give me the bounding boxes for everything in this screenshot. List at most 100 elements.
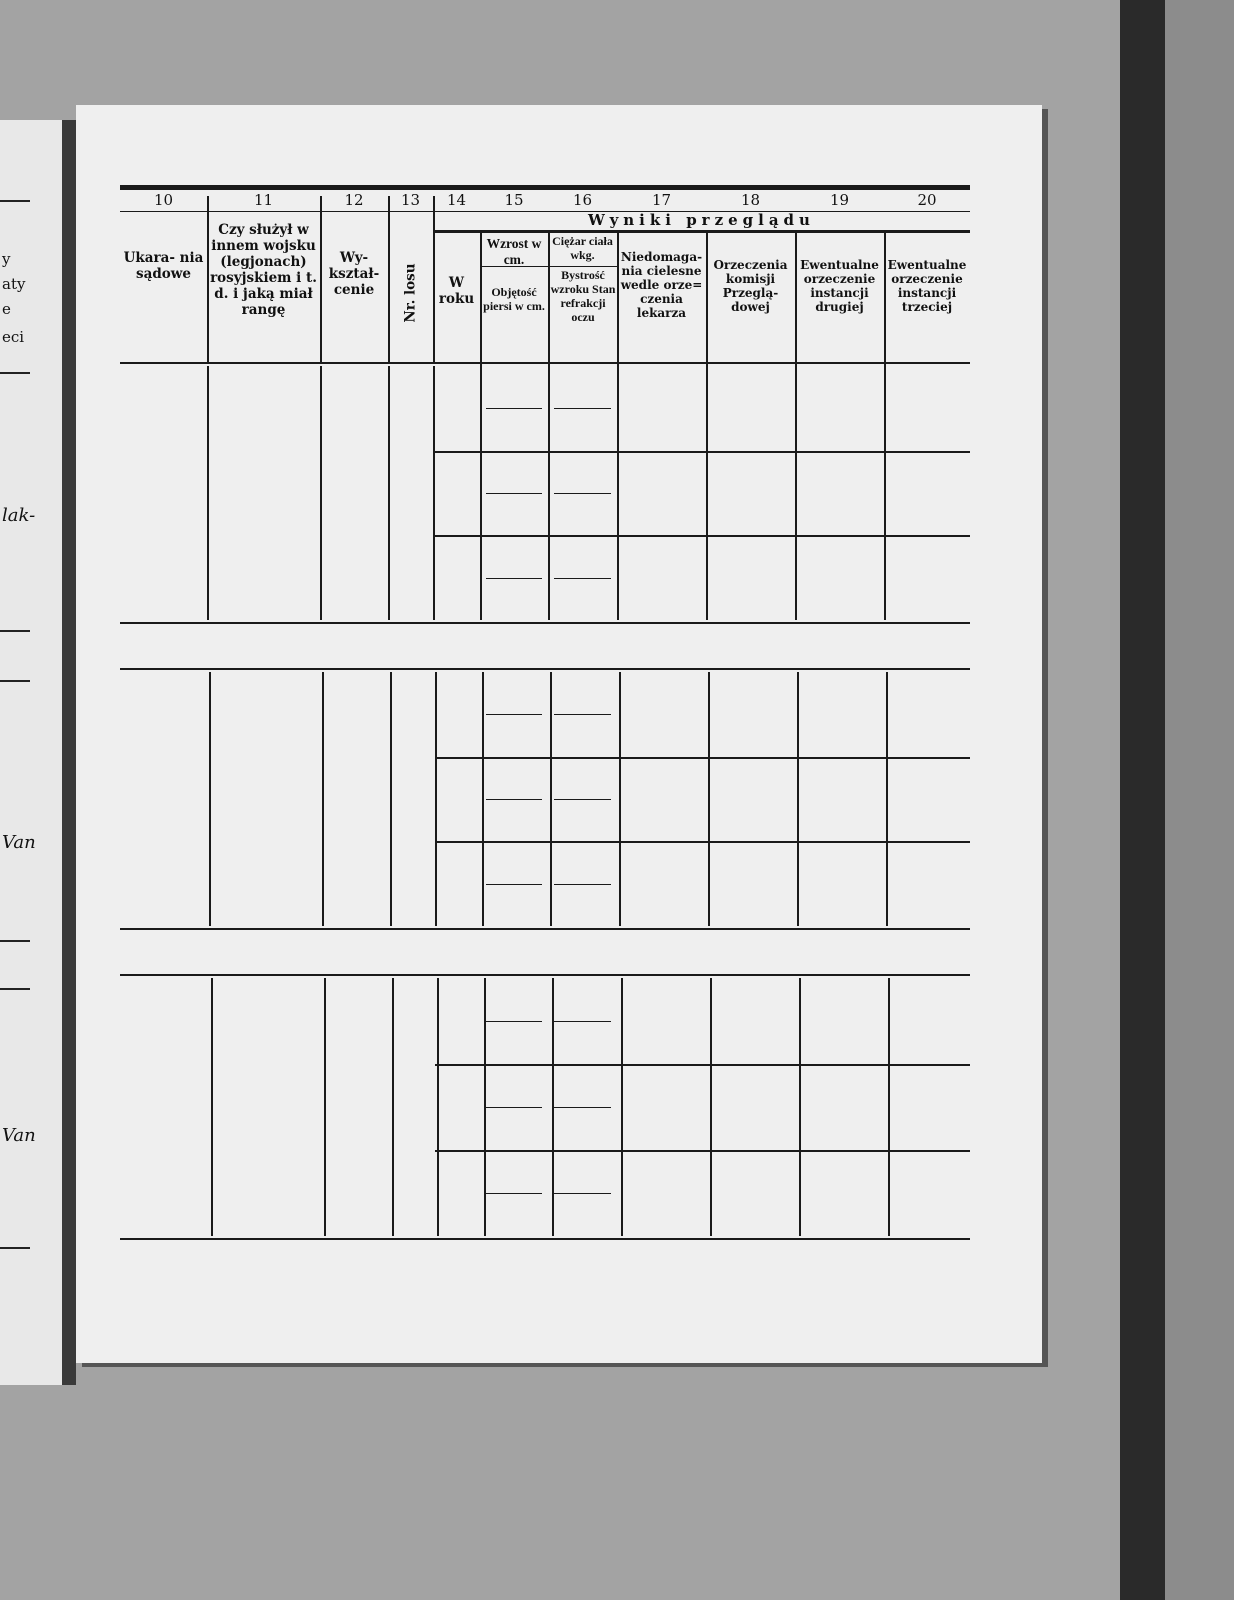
scan-background <box>1165 0 1234 1600</box>
column-number: 12 <box>344 191 364 209</box>
block-bottom-rule <box>120 622 970 624</box>
record-column-line <box>884 366 886 620</box>
column-header: Wy- kształ- cenie <box>328 250 380 298</box>
column-number: 15 <box>504 191 524 209</box>
record-column-line <box>388 366 390 620</box>
record-column-line <box>710 978 712 1236</box>
handwriting: lak- <box>2 505 36 526</box>
header-column-line <box>548 233 550 399</box>
column-number: 18 <box>740 191 761 209</box>
record-row-rule <box>435 841 970 844</box>
number-row-rule <box>120 211 970 212</box>
record-subrow-rule <box>554 1107 611 1108</box>
record-subrow-rule <box>554 577 611 579</box>
record-column-line <box>322 672 324 926</box>
record-column-line <box>209 672 211 926</box>
record-column-line <box>797 672 799 926</box>
left-fragment: y <box>2 250 11 268</box>
column-number: 16 <box>572 191 593 209</box>
record-column-line <box>390 672 392 926</box>
section-title: Wyniki przeglądu <box>588 211 815 229</box>
left-fragment: e <box>2 300 11 318</box>
divider <box>0 988 30 990</box>
record-subrow-rule <box>554 493 611 494</box>
handwriting: Van <box>2 832 36 853</box>
column-header: Ewentualne orzeczenie instancji drugiej <box>800 258 879 314</box>
record-column-line <box>435 672 437 926</box>
record-row-rule <box>435 535 970 538</box>
record-column-line <box>799 978 801 1236</box>
header-column-line <box>433 196 435 362</box>
record-subrow-rule <box>486 1107 542 1108</box>
record-subrow-rule <box>486 799 542 800</box>
record-row-rule <box>435 756 970 759</box>
record-subrow-rule <box>554 408 611 410</box>
record-column-line <box>437 978 439 1236</box>
record-subrow-rule <box>554 714 611 716</box>
record-column-line <box>888 978 890 1236</box>
record-column-line <box>552 978 554 1236</box>
column-number: 13 <box>400 191 421 209</box>
header-column-line <box>388 196 390 362</box>
column-header: Czy służył w innem wojsku (legjonach) ro… <box>210 222 317 318</box>
block-top-rule <box>120 974 970 976</box>
divider <box>0 630 30 632</box>
record-subrow-rule <box>486 493 542 494</box>
header-column-line <box>617 233 619 399</box>
header-column-line <box>320 196 322 362</box>
record-subrow-rule <box>554 883 611 885</box>
record-subrow-rule <box>486 408 542 410</box>
block-top-rule <box>120 668 970 670</box>
record-subrow-rule <box>486 1021 542 1022</box>
column-number: 10 <box>153 191 174 209</box>
left-fragment: eci <box>2 328 25 346</box>
column-header: Orzeczenia komisji Przeglą- dowej <box>713 258 788 314</box>
record-column-line <box>621 978 623 1236</box>
column-header: Ukara- nia sądowe <box>123 250 204 282</box>
column-header: Niedomaga- nia cielesne wedle orze= czen… <box>620 250 703 320</box>
record-subrow-rule <box>486 714 542 716</box>
column-number: 19 <box>829 191 850 209</box>
column-header: Nr. losu <box>402 263 419 323</box>
scan-background-dark-band <box>1120 0 1165 1600</box>
column-subheader: Objętość piersi w cm. <box>483 285 545 313</box>
header-column-line <box>795 233 797 399</box>
block-bottom-rule <box>120 928 970 930</box>
record-subrow-rule <box>486 1193 542 1194</box>
header-top-rule <box>120 185 970 190</box>
record-column-line <box>619 672 621 926</box>
record-subrow-rule <box>486 883 542 885</box>
record-column-line <box>320 366 322 620</box>
record-subrow-rule <box>554 1021 611 1022</box>
record-row-rule <box>435 1150 970 1152</box>
record-column-line <box>706 366 708 620</box>
record-column-line <box>795 366 797 620</box>
book-spine <box>62 120 76 1385</box>
divider <box>0 372 30 374</box>
record-column-line <box>433 366 435 620</box>
record-column-line <box>324 978 326 1236</box>
column-header: W roku <box>438 275 475 307</box>
divider <box>0 940 30 942</box>
column-number: 20 <box>917 191 937 209</box>
record-subrow-rule <box>486 577 542 579</box>
left-page: y aty e eci lak- Van Van <box>0 120 62 1385</box>
column-number: 11 <box>253 191 274 209</box>
column-header: Ciężar ciała wkg. <box>552 234 613 262</box>
record-column-line <box>550 672 552 926</box>
column-subheader: Bystrość wzroku Stan refrakcji oczu <box>550 268 616 324</box>
column-header: Ewentualne orzeczenie instancji trzeciej <box>887 258 967 314</box>
right-page <box>76 105 1042 1363</box>
record-subrow-rule <box>554 799 611 800</box>
section-title-rule <box>433 230 970 233</box>
record-column-line <box>548 366 550 620</box>
divider <box>0 200 30 202</box>
column-header: Wzrost w cm. <box>486 236 542 267</box>
divider <box>0 680 30 682</box>
record-column-line <box>392 978 394 1236</box>
record-column-line <box>480 366 482 620</box>
record-column-line <box>617 366 619 620</box>
record-column-line <box>482 672 484 926</box>
left-fragment: aty <box>2 275 26 293</box>
record-column-line <box>207 366 209 620</box>
